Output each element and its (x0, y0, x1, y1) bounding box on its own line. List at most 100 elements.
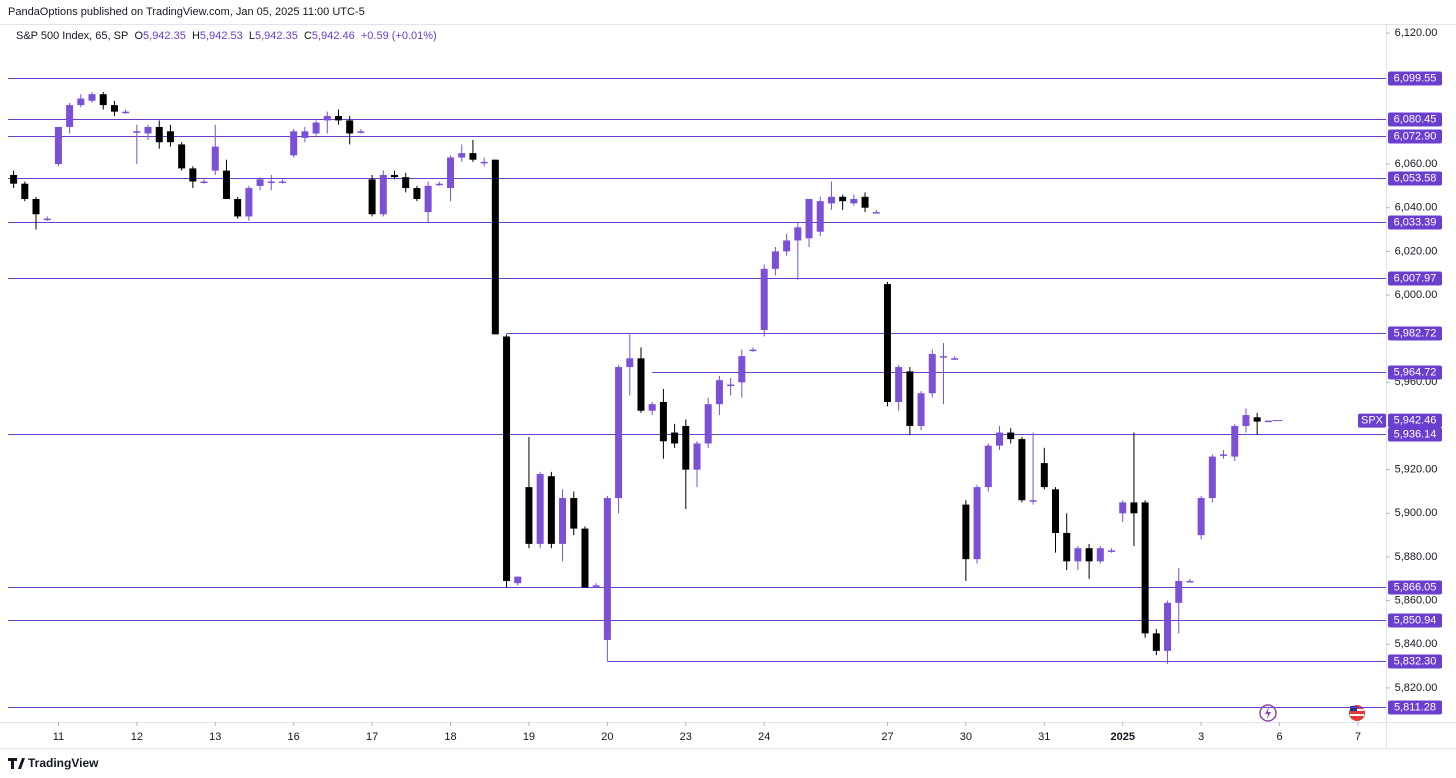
last-price-box (1388, 413, 1442, 428)
candle-body (1264, 420, 1272, 423)
y-tick-label: 5,840.00 (1395, 638, 1438, 650)
candle-body (1175, 580, 1183, 603)
candle-body (211, 146, 219, 171)
flag-stripe (1350, 714, 1364, 716)
candle-body (491, 159, 499, 335)
candle-body (1164, 602, 1172, 651)
candle-body (570, 498, 578, 529)
candle-body (850, 198, 858, 204)
candle-body (1007, 432, 1015, 440)
candle-body (1253, 417, 1261, 422)
y-tick-label: 5,920.00 (1395, 464, 1438, 476)
candle-body (928, 353, 936, 394)
level-label: 6,033.39 (1394, 216, 1437, 228)
candle-body (66, 105, 74, 127)
level-label-box (1388, 427, 1442, 442)
candle-body (615, 367, 623, 499)
candle-body (1186, 580, 1194, 583)
brand-logo (8, 758, 25, 769)
legend-value: 5,942.53 (199, 30, 243, 42)
candle-body (21, 183, 29, 199)
candle-body (973, 487, 981, 560)
candle-body (738, 356, 746, 383)
legend-key: L (248, 30, 255, 42)
x-tick-label: 23 (680, 731, 692, 743)
level-label-box (1388, 613, 1442, 628)
x-tick-label: 24 (758, 731, 770, 743)
legend-change: +0.59 (+0.01%) (360, 30, 437, 42)
candle-body (346, 120, 354, 134)
candle-body (827, 196, 835, 204)
level-label: 5,850.94 (1394, 614, 1437, 626)
candle-body (872, 212, 880, 214)
level-label: 5,866.05 (1394, 581, 1437, 593)
indicator-icon[interactable] (1259, 704, 1277, 722)
level-label: 6,072.90 (1394, 130, 1437, 142)
candle-body (805, 198, 813, 239)
level-label: 5,982.72 (1394, 327, 1437, 339)
candle-body (917, 393, 925, 426)
candle-body (222, 170, 230, 199)
level-label-box (1388, 654, 1442, 669)
candle-body (447, 157, 455, 189)
candle-body (1197, 498, 1205, 536)
candle-body (603, 498, 611, 640)
candle-body (413, 188, 421, 199)
candle-body (1063, 532, 1071, 562)
candle-body (424, 185, 432, 213)
candle-body (839, 196, 847, 202)
y-tick-label: 5,860.00 (1395, 595, 1438, 607)
candle-body (816, 201, 824, 232)
legend-key: H (191, 30, 200, 42)
legend-value: 5,942.35 (143, 30, 186, 42)
candle-body (334, 116, 342, 121)
level-label: 5,811.28 (1394, 701, 1436, 713)
candle-body (525, 487, 533, 544)
attribution: PandaOptions published on TradingView.co… (8, 6, 365, 18)
candle-body (10, 174, 18, 184)
candle-body (1052, 489, 1060, 533)
level-label: 5,964.72 (1394, 366, 1437, 378)
legend-key: C (303, 30, 312, 42)
candle-body (1119, 502, 1127, 514)
candle-body (995, 432, 1003, 446)
plot: 6,099.55 6,080.45 6,072.90 6,053.58 6,033.39… (8, 71, 1442, 715)
candle-body (110, 105, 118, 112)
legend-key: O (134, 30, 144, 42)
candle-body (547, 476, 555, 544)
candle-body (682, 425, 690, 470)
last-price-name: SPX (1361, 415, 1384, 427)
level-label: 6,099.55 (1394, 72, 1437, 84)
level-label-box (1388, 171, 1442, 186)
last-price-label: 5,942.46 (1394, 415, 1437, 427)
level-label-box (1388, 365, 1442, 380)
candle-body (503, 336, 511, 581)
x-tick-label: 30 (960, 731, 972, 743)
candle-body (256, 179, 264, 186)
candle-body (1152, 633, 1160, 651)
x-tick-label: 6 (1277, 731, 1283, 743)
level-label-box (1388, 326, 1442, 341)
candle-body (32, 198, 40, 215)
level-label: 5,936.14 (1394, 428, 1437, 440)
flag-icon[interactable] (1349, 705, 1365, 721)
candle-body (671, 432, 679, 444)
candle-body (1231, 425, 1239, 457)
candle-body (99, 94, 107, 106)
candle-body (391, 174, 399, 178)
level-label: 6,007.97 (1394, 272, 1437, 284)
candle-body (749, 349, 757, 352)
candle-body (727, 384, 735, 387)
candle-body (906, 371, 914, 426)
x-tick-label: 27 (881, 731, 893, 743)
candle-body (77, 98, 85, 106)
candle-body (290, 131, 298, 156)
candle-body (861, 196, 869, 208)
level-label: 6,053.58 (1394, 172, 1437, 184)
candle-body (984, 445, 992, 488)
candle-body (357, 131, 365, 133)
candle-body (312, 122, 320, 134)
symbol: S&P 500 Index, 65, SP (16, 30, 129, 42)
candle-body (245, 188, 253, 217)
